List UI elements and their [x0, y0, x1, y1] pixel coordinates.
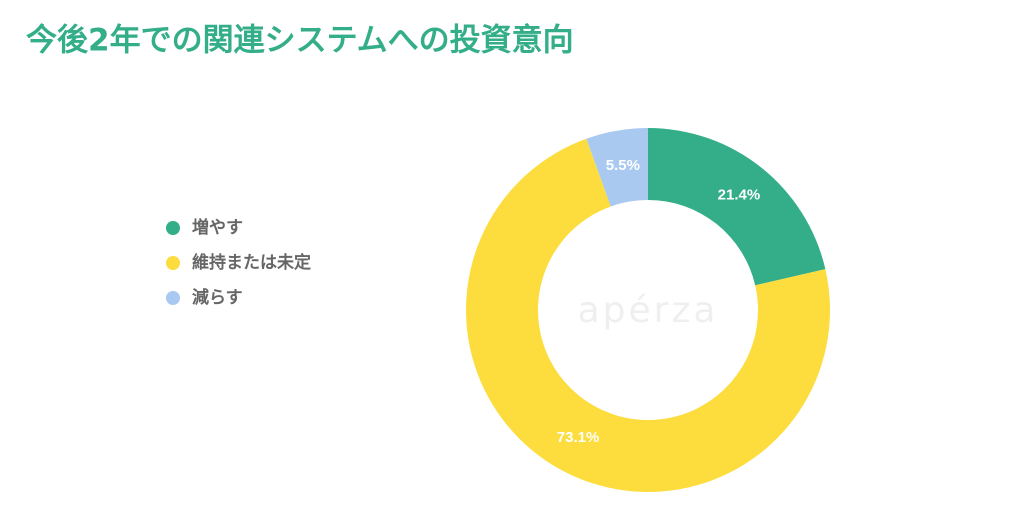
chart-title: 今後2年での関連システムへの投資意向: [26, 23, 574, 59]
value-label: 21.4%: [718, 187, 761, 204]
legend-label: 維持または未定: [192, 252, 311, 273]
legend-marker: [166, 256, 180, 270]
legend-marker: [166, 291, 180, 305]
watermark: apérza: [578, 290, 719, 331]
donut-slice: [648, 128, 826, 286]
legend-marker: [166, 221, 180, 235]
legend-label: 減らす: [192, 287, 243, 308]
legend-label: 増やす: [192, 217, 243, 238]
value-label: 73.1%: [557, 429, 600, 446]
donut-slice: [586, 128, 648, 207]
donut-slice: [466, 138, 830, 492]
value-label: 5.5%: [606, 157, 640, 174]
